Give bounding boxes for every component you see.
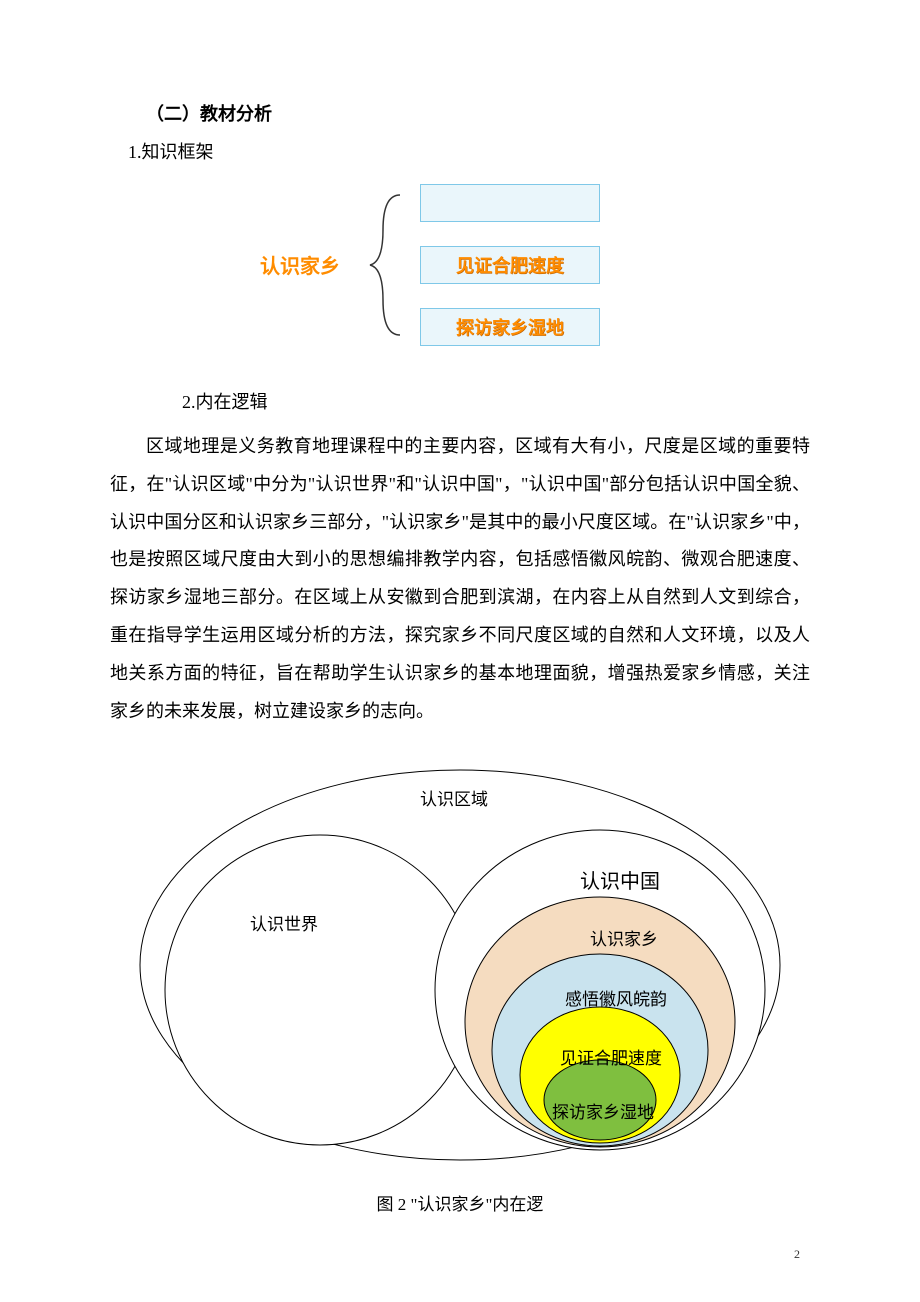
framework-branch-3: 探访家乡湿地	[420, 308, 600, 346]
framework-root-label: 认识家乡	[260, 250, 340, 279]
venn-label-tanfang: 探访家乡湿地	[552, 1098, 654, 1123]
bracket-icon	[365, 190, 405, 340]
venn-world	[165, 835, 475, 1145]
venn-svg	[120, 750, 800, 1170]
venn-label-china: 认识中国	[580, 865, 660, 894]
venn-label-jiaxiang: 认识家乡	[590, 925, 658, 950]
venn-label-outer: 认识区域	[420, 785, 488, 810]
venn-label-jianzheng: 见证合肥速度	[560, 1044, 662, 1069]
framework-branch-2: 见证合肥速度	[420, 246, 600, 284]
framework-diagram: 认识家乡 见证合肥速度 探访家乡湿地	[250, 178, 670, 358]
venn-label-ganwu: 感悟徽风皖韵	[565, 985, 667, 1010]
section-title: （二）教材分析	[146, 100, 810, 126]
venn-diagram: 认识区域 认识世界 认识中国 认识家乡 感悟徽风皖韵 见证合肥速度 探访家乡湿地	[120, 750, 800, 1170]
page-number: 2	[794, 1247, 800, 1262]
body-paragraph: 区域地理是义务教育地理课程中的主要内容，区域有大有小，尺度是区域的重要特征，在"…	[110, 428, 810, 730]
figure-caption: 图 2 "认识家乡"内在逻	[110, 1190, 810, 1215]
venn-label-world: 认识世界	[250, 910, 318, 935]
subsection-1: 1.知识框架	[128, 138, 810, 164]
framework-branch-1	[420, 184, 600, 222]
subsection-2: 2.内在逻辑	[182, 388, 810, 414]
